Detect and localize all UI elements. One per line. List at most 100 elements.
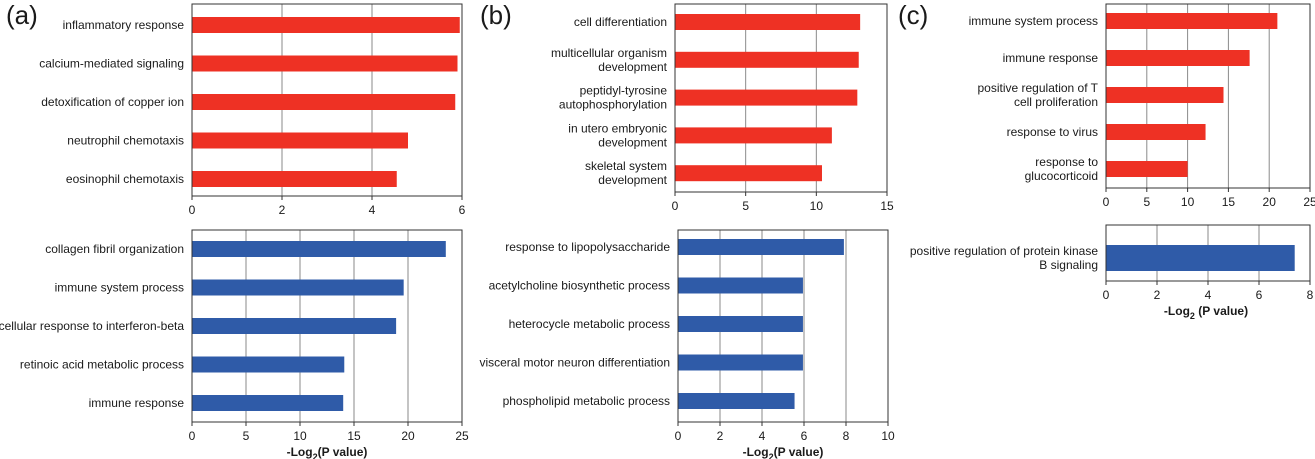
tick-label: 10 [293,429,307,443]
panel-label-c: (c) [898,0,928,30]
category-label: positive regulation of protein kinase B s… [910,244,1098,272]
bar [678,393,795,409]
plot-frame [191,229,463,423]
category-label: phospholipid metabolic process [503,394,670,408]
plot-frame [674,3,888,193]
tick-label: 0 [672,199,679,213]
tick-label: 8 [1307,288,1314,302]
chart-5: positive regulation of protein kinase B s… [910,224,1314,321]
bar [192,395,344,411]
bar [192,279,404,296]
tick-label: 5 [1143,195,1150,209]
category-label: inflammatory response [63,18,185,32]
tick-label: 5 [243,429,250,443]
category-label: in utero embryonic development [568,121,667,149]
axis-title-b: -Log2(P value) [743,445,824,459]
tick-label: 25 [455,429,469,443]
tick-label: 2 [717,429,724,443]
axis-title-a: -Log2(P value) [287,445,368,459]
bar [192,17,460,33]
bar [1106,161,1188,177]
bar [1106,50,1250,66]
tick-label: 10 [810,199,824,213]
tick-label: 4 [369,203,376,217]
bar [192,94,456,110]
category-label: peptidyl-tyrosine autophosphorylation [559,84,667,112]
tick-label: 0 [675,429,682,443]
tick-label: 6 [459,203,466,217]
tick-label: 15 [347,429,361,443]
bar [1106,13,1278,29]
charts-container: inflammatory response calcium-mediated si… [0,3,1315,459]
tick-label: 0 [189,429,196,443]
bar [678,316,803,332]
tick-label: 20 [1263,195,1277,209]
category-label: eosinophil chemotaxis [66,172,184,186]
category-label: acetylcholine biosynthetic process [489,279,670,293]
tick-label: 4 [759,429,766,443]
bar [192,241,446,257]
category-label: heterocycle metabolic process [509,317,670,331]
tick-label: 6 [801,429,808,443]
bar [678,354,803,371]
plot-frame [677,229,889,423]
bar [1106,245,1295,271]
bar [678,239,844,255]
tick-label: 2 [1154,288,1161,302]
tick-label: 25 [1303,195,1315,209]
category-label: collagen fibril organization [45,242,184,256]
bar [192,356,345,373]
category-label: detoxification of copper ion [41,95,184,109]
tick-label: 10 [881,429,895,443]
bar [675,165,822,182]
category-label: immune response [1003,51,1099,65]
category-label: immune system process [969,14,1098,28]
tick-label: 20 [401,429,415,443]
category-label: response to lipopolysaccharide [505,240,670,254]
panel-label-a: (a) [6,0,38,30]
axis-title-c: -Log2 (P value) [1164,304,1248,321]
tick-label: 6 [1256,288,1263,302]
bar [675,89,858,106]
chart-2: cell differentiation multicellular organi… [551,3,894,213]
tick-label: 0 [1103,288,1110,302]
category-label: cell differentiation [574,15,667,29]
category-label: skeletal system development [585,159,668,187]
chart-4: immune system process immune response posi… [969,3,1315,209]
bar [192,55,458,72]
tick-label: 2 [279,203,286,217]
panel-label-b: (b) [480,0,512,30]
bar [678,277,803,294]
category-label: retinoic acid metabolic process [20,358,184,372]
bar [192,171,397,187]
category-label: response to virus [1007,125,1098,139]
plot-frame [191,3,463,197]
tick-label: 0 [189,203,196,217]
bar [1106,87,1224,103]
bar [192,318,397,334]
bar [192,132,408,149]
tick-label: 8 [843,429,850,443]
tick-label: 5 [742,199,749,213]
chart-1: collagen fibril organization immune syste… [0,229,469,459]
tick-label: 0 [1103,195,1110,209]
category-label: neutrophil chemotaxis [67,134,184,148]
tick-label: 10 [1181,195,1195,209]
category-label: multicellular organism development [551,46,668,74]
bar [675,14,861,30]
category-label: response to glucocorticoid [1025,155,1099,183]
chart-0: inflammatory response calcium-mediated si… [39,3,466,217]
category-label: immune system process [55,281,184,295]
bar [675,127,832,144]
bar [675,51,859,68]
category-label: cellular response to interferon-beta [0,319,184,333]
category-label: visceral motor neuron differentiation [479,356,670,370]
category-label: calcium-mediated signaling [39,57,184,71]
bar [1106,124,1206,140]
plot-frame [1105,3,1311,189]
tick-label: 4 [1205,288,1212,302]
chart-3: response to lipopolysaccharide acetylchol… [479,229,895,459]
tick-label: 15 [880,199,894,213]
